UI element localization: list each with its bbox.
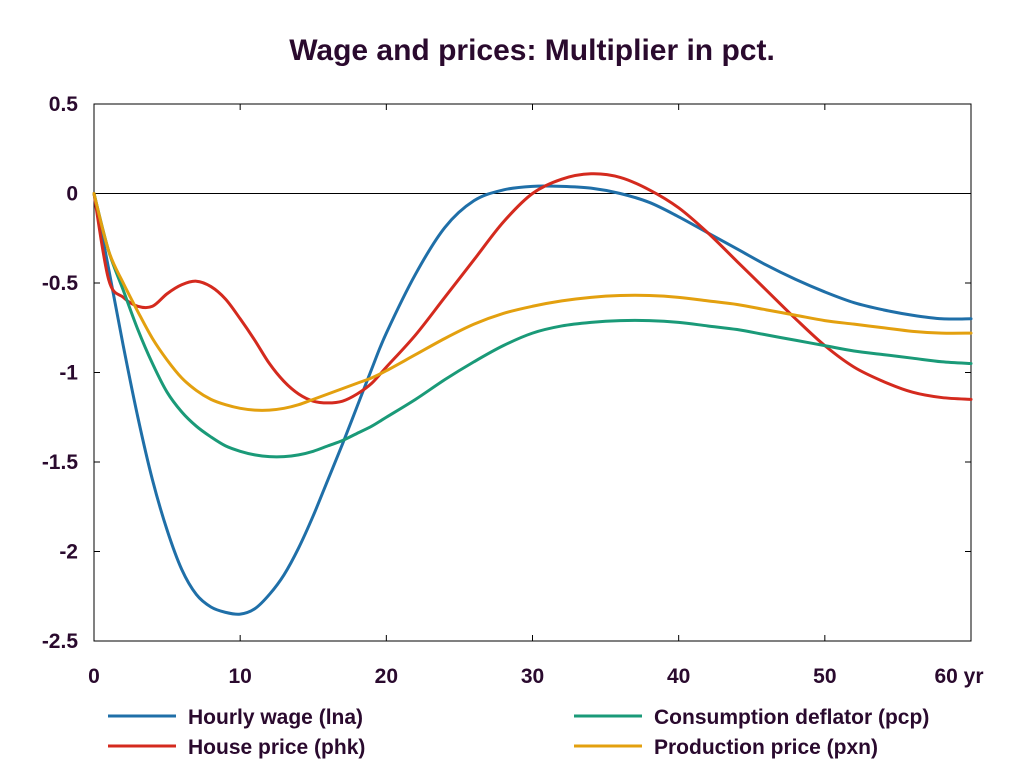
- x-tick-label: 0: [88, 665, 100, 688]
- x-tick-label: 50: [813, 665, 836, 688]
- x-tick-label: 30: [521, 665, 544, 688]
- axes: 0.5 0 -0.5 -1 -1.5 -2 -2.5 0 10 20 30 40 50 60 yr: [42, 93, 984, 688]
- series-line-4: [92, 192, 973, 412]
- y-tick-label: 0: [66, 183, 78, 206]
- series-line-3: [92, 192, 973, 459]
- legend-label-2: House price (phk): [188, 736, 365, 759]
- legend-label-4: Production price (pxn): [654, 736, 878, 759]
- x-tick-label: 20: [375, 665, 398, 688]
- x-tick-label: 60 yr: [934, 665, 983, 688]
- x-tick-label: 10: [228, 665, 251, 688]
- series-line-1: [92, 184, 973, 616]
- y-tick-label: -0.5: [42, 272, 79, 295]
- chart-title: Wage and prices: Multiplier in pct.: [289, 34, 775, 67]
- y-tick-label: 0.5: [49, 93, 79, 116]
- x-tick-label: 40: [667, 665, 690, 688]
- plot-border: [93, 103, 972, 642]
- legend: Hourly wage (lna) House price (phk) Consum…: [108, 706, 929, 759]
- y-tick-label: -2: [59, 541, 78, 564]
- y-tick-label: -2.5: [42, 630, 79, 653]
- series-layer: [92, 172, 973, 616]
- y-tick-label: -1: [59, 362, 78, 385]
- plot-area: [93, 103, 972, 642]
- legend-label-3: Consumption deflator (pcp): [654, 706, 929, 729]
- y-tick-label: -1.5: [42, 451, 79, 474]
- series-line-2: [92, 172, 973, 405]
- legend-label-1: Hourly wage (lna): [188, 706, 363, 729]
